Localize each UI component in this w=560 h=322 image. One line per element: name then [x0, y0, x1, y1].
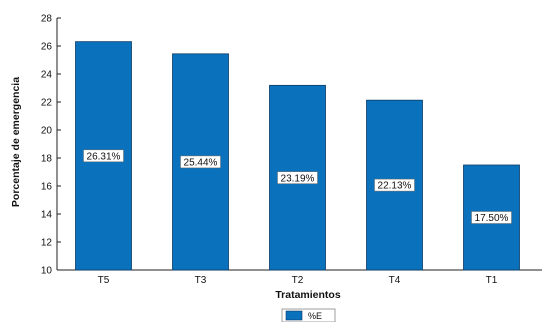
data-label-box — [83, 149, 124, 163]
x-tick-label: T4 — [389, 275, 401, 286]
axes: 10 12 14 16 18 20 22 24 26 28 T5 T3 T2 T4 T1 — [41, 14, 542, 286]
data-label-box — [180, 155, 221, 169]
x-axis-title: Tratamientos — [275, 289, 341, 301]
y-tick-label: 28 — [41, 14, 53, 25]
x-tick-label: T5 — [98, 275, 110, 286]
data-label: 26.31% — [87, 151, 121, 162]
bars — [75, 41, 520, 271]
y-tick-label: 14 — [41, 210, 53, 221]
y-tick-label: 20 — [41, 126, 53, 137]
y-tick-label: 12 — [41, 238, 53, 249]
legend: %E — [281, 308, 336, 322]
legend-label: %E — [308, 311, 322, 321]
data-label-box — [374, 178, 415, 192]
legend-swatch — [285, 310, 303, 321]
data-labels: 26.31% 25.44% 23.19% 22.13% 17.50% — [83, 149, 512, 224]
y-axis-title: Porcentaje de emergencia — [10, 77, 22, 207]
y-tick-label: 18 — [41, 154, 53, 165]
data-label: 25.44% — [184, 158, 218, 169]
data-label: 22.13% — [378, 181, 412, 192]
x-tick-label: T1 — [486, 275, 498, 286]
data-label: 23.19% — [281, 173, 315, 184]
data-label-box — [471, 211, 512, 224]
y-tick-label: 10 — [41, 266, 53, 277]
y-tick-label: 16 — [41, 182, 53, 193]
y-tick-label: 26 — [41, 42, 53, 53]
data-label-box — [277, 171, 318, 184]
y-tick-label: 22 — [41, 98, 53, 109]
data-label: 17.50% — [475, 213, 509, 224]
y-tick-label: 24 — [41, 70, 53, 81]
x-tick-label: T2 — [292, 275, 304, 286]
x-tick-label: T3 — [195, 275, 207, 286]
